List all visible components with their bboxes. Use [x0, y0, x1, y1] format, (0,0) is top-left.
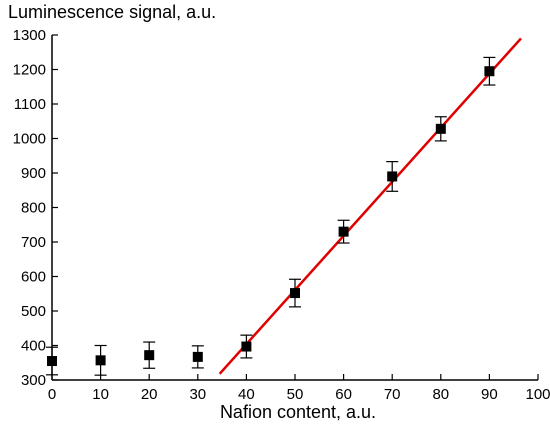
y-tick-label: 600 [21, 269, 46, 286]
x-tick-label: 70 [384, 386, 401, 403]
x-tick-label: 90 [481, 386, 498, 403]
x-tick-label: 50 [287, 386, 304, 403]
data-point [192, 351, 203, 362]
x-tick-label: 20 [141, 386, 158, 403]
data-points [47, 66, 495, 367]
y-tick-label: 1000 [13, 131, 46, 148]
y-tick-label: 500 [21, 303, 46, 320]
data-point [484, 66, 495, 77]
fit-line-group [218, 37, 522, 375]
y-tick-label: 700 [21, 234, 46, 251]
data-point [241, 341, 252, 352]
y-tick-label: 800 [21, 200, 46, 217]
data-point [144, 350, 155, 361]
y-tick-label: 1100 [14, 96, 46, 113]
y-tick-label: 900 [21, 165, 46, 182]
x-tick-label: 30 [189, 386, 206, 403]
data-point [47, 356, 57, 367]
data-point [290, 288, 300, 299]
x-tick-label: 0 [48, 386, 56, 403]
data-point [95, 355, 106, 366]
x-tick-label: 40 [238, 386, 255, 403]
y-tick-label: 1200 [13, 62, 46, 79]
data-point [338, 226, 349, 237]
fit-line [218, 37, 522, 375]
x-tick-label: 80 [432, 386, 449, 403]
error-bars [46, 56, 496, 376]
ticks: 0 10 20 30 40 50 60 70 80 90 100 300 400 500 600 700 800… [13, 27, 550, 403]
axes [51, 35, 538, 381]
x-axis-title: Nafion content, a.u. [220, 402, 376, 422]
data-point [435, 123, 446, 134]
x-tick-label: 60 [335, 386, 352, 403]
y-tick-label: 400 [21, 338, 46, 355]
x-tick-label: 10 [92, 386, 109, 403]
y-tick-label: 300 [21, 372, 46, 389]
y-axis-title: Luminescence signal, a.u. [8, 2, 216, 22]
data-point [387, 171, 398, 182]
y-tick-label: 1300 [13, 27, 46, 44]
x-tick-label: 100 [525, 386, 550, 403]
